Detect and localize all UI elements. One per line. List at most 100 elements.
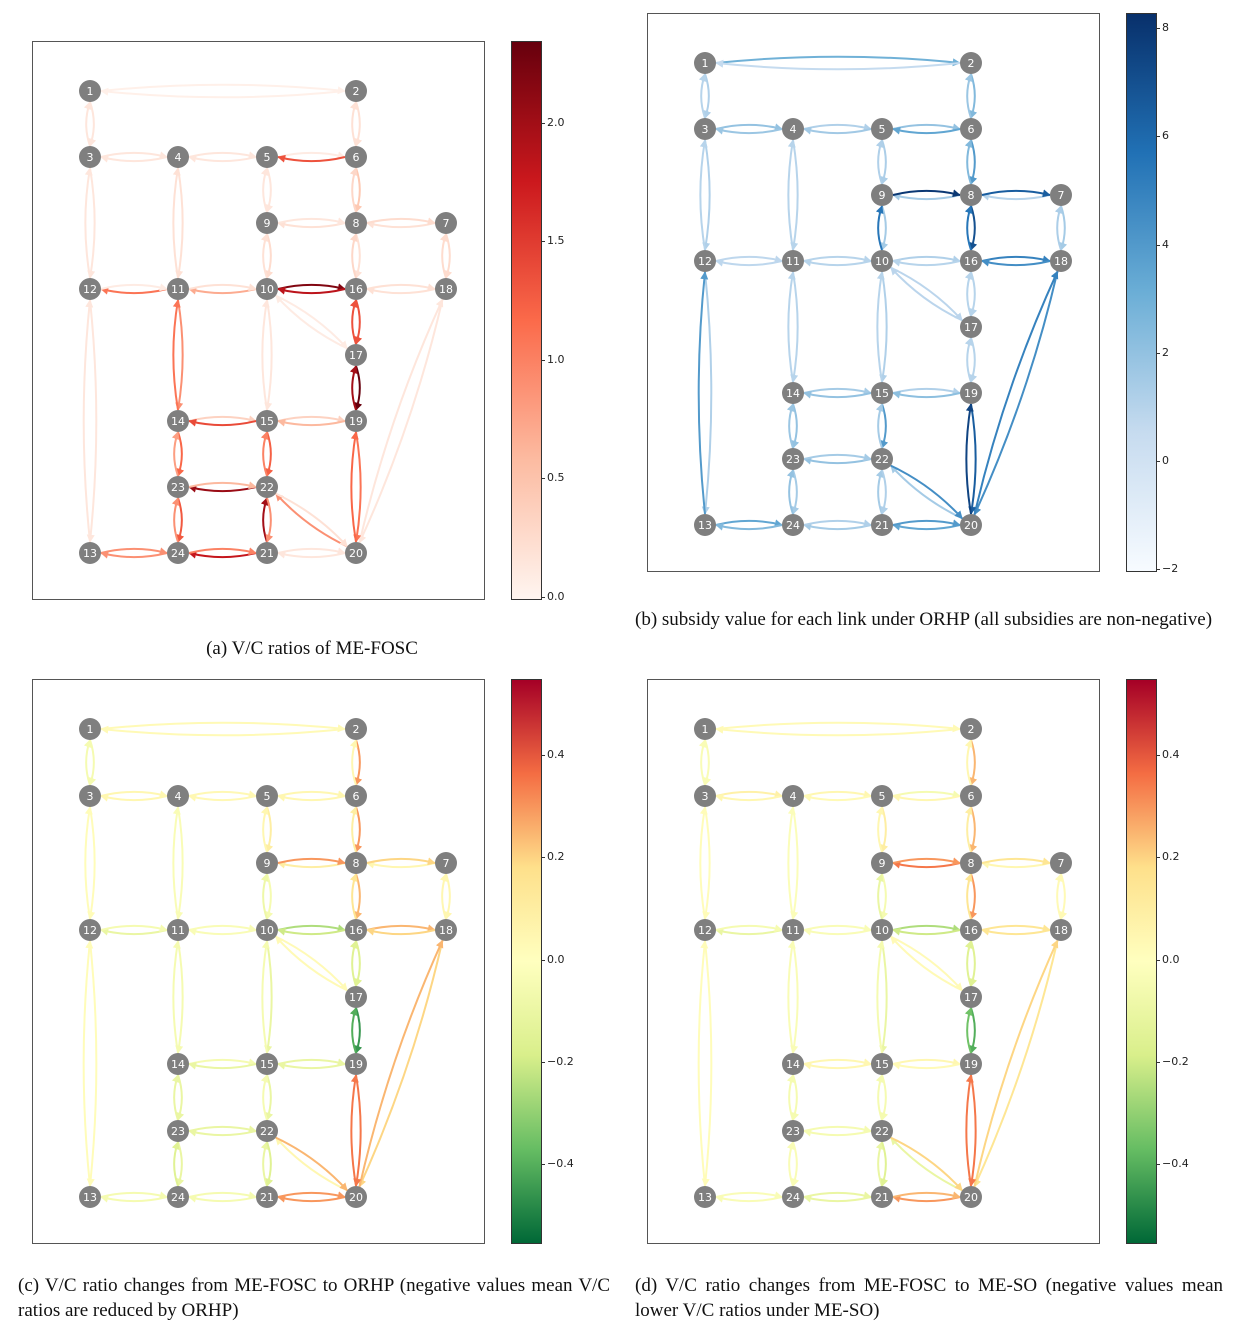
node-circle (345, 852, 367, 874)
link-10-16 (277, 283, 346, 292)
link-5-9 (880, 139, 889, 185)
link-13-24 (715, 519, 783, 528)
node-label: 19 (349, 1058, 363, 1071)
node-circle (960, 184, 982, 206)
node-label: 18 (1054, 255, 1068, 268)
link-11-10 (188, 283, 257, 292)
colorbar-tick-label: 6 (1156, 129, 1169, 143)
node-circle (345, 986, 367, 1008)
link-15-10 (876, 940, 885, 1054)
link-12-3 (84, 806, 93, 920)
node-1: 1 (694, 718, 716, 740)
node-17: 17 (345, 344, 367, 366)
link-24-13 (715, 522, 783, 531)
node-circle (782, 250, 804, 272)
colorbar-ticks-b: −2 0 2 4 6 8 (1155, 13, 1212, 575)
link-16-18 (981, 924, 1051, 933)
node-circle (435, 278, 457, 300)
link-20-19 (965, 403, 974, 515)
node-label: 12 (698, 924, 712, 937)
link-10-17 (890, 266, 963, 322)
node-label: 12 (83, 283, 97, 296)
link-3-12 (87, 806, 96, 920)
link-9-10 (265, 233, 274, 279)
node-17: 17 (345, 986, 367, 1008)
link-18-7 (439, 233, 448, 279)
link-23-24 (176, 1141, 185, 1187)
link-13-12 (697, 271, 709, 515)
node-circle (1050, 184, 1072, 206)
link-14-15 (803, 1058, 872, 1067)
node-21: 21 (871, 1186, 893, 1208)
node-label: 5 (264, 790, 271, 803)
link-22-21 (880, 1141, 889, 1187)
link-21-22 (260, 497, 269, 543)
node-label: 24 (786, 519, 800, 532)
node-label: 16 (349, 283, 363, 296)
link-16-8 (349, 233, 358, 279)
node-label: 23 (786, 453, 800, 466)
node-9: 9 (871, 184, 893, 206)
colorbar-tick-label: 1.5 (541, 234, 565, 248)
node-label: 21 (260, 547, 274, 560)
node-label: 1 (87, 723, 94, 736)
node-label: 8 (968, 189, 975, 202)
node-circle (960, 1186, 982, 1208)
link-8-9 (892, 860, 961, 869)
link-11-12 (715, 927, 783, 936)
node-20: 20 (345, 542, 367, 564)
node-5: 5 (871, 118, 893, 140)
colorbar-tick-label: 0.0 (1156, 952, 1180, 966)
link-10-16 (892, 924, 961, 933)
link-23-14 (171, 431, 180, 477)
node-3: 3 (79, 785, 101, 807)
link-2-1 (100, 87, 346, 99)
node-label: 3 (87, 790, 94, 803)
node-1: 1 (79, 80, 101, 102)
node-label: 14 (786, 1058, 800, 1071)
node-14: 14 (167, 410, 189, 432)
link-2-1 (715, 725, 961, 737)
link-4-5 (188, 790, 257, 799)
node-2: 2 (960, 718, 982, 740)
link-12-3 (84, 167, 93, 279)
link-11-14 (790, 940, 799, 1054)
node-13: 13 (79, 1186, 101, 1208)
link-14-15 (188, 415, 257, 424)
link-16-18 (981, 255, 1051, 264)
link-20-18 (358, 939, 444, 1187)
node-label: 11 (786, 255, 800, 268)
link-23-14 (171, 1074, 180, 1121)
link-17-16 (349, 299, 358, 345)
node-label: 5 (264, 151, 271, 164)
link-10-11 (803, 258, 872, 267)
node-label: 5 (879, 123, 886, 136)
node-circle (694, 919, 716, 941)
node-label: 13 (83, 547, 97, 560)
link-5-4 (188, 793, 257, 802)
link-6-5 (892, 126, 961, 135)
link-17-10 (275, 935, 348, 992)
link-23-24 (791, 469, 800, 515)
link-18-16 (981, 927, 1051, 936)
node-circle (782, 1120, 804, 1142)
link-4-11 (175, 806, 184, 920)
node-15: 15 (871, 382, 893, 404)
node-label: 2 (353, 85, 360, 98)
node-circle (871, 919, 893, 941)
caption-c: (c) V/C ratio changes from ME-FOSC to OR… (18, 1275, 610, 1321)
link-2-6 (969, 73, 978, 119)
node-14: 14 (782, 382, 804, 404)
node-circle (960, 785, 982, 807)
link-8-16 (354, 873, 363, 920)
link-15-14 (803, 390, 872, 399)
node-9: 9 (871, 852, 893, 874)
node-label: 23 (786, 1125, 800, 1138)
link-17-19 (969, 337, 978, 383)
node-8: 8 (960, 184, 982, 206)
link-2-1 (715, 59, 961, 71)
link-6-8 (354, 167, 363, 213)
link-19-15 (892, 390, 961, 399)
link-12-3 (699, 806, 708, 920)
